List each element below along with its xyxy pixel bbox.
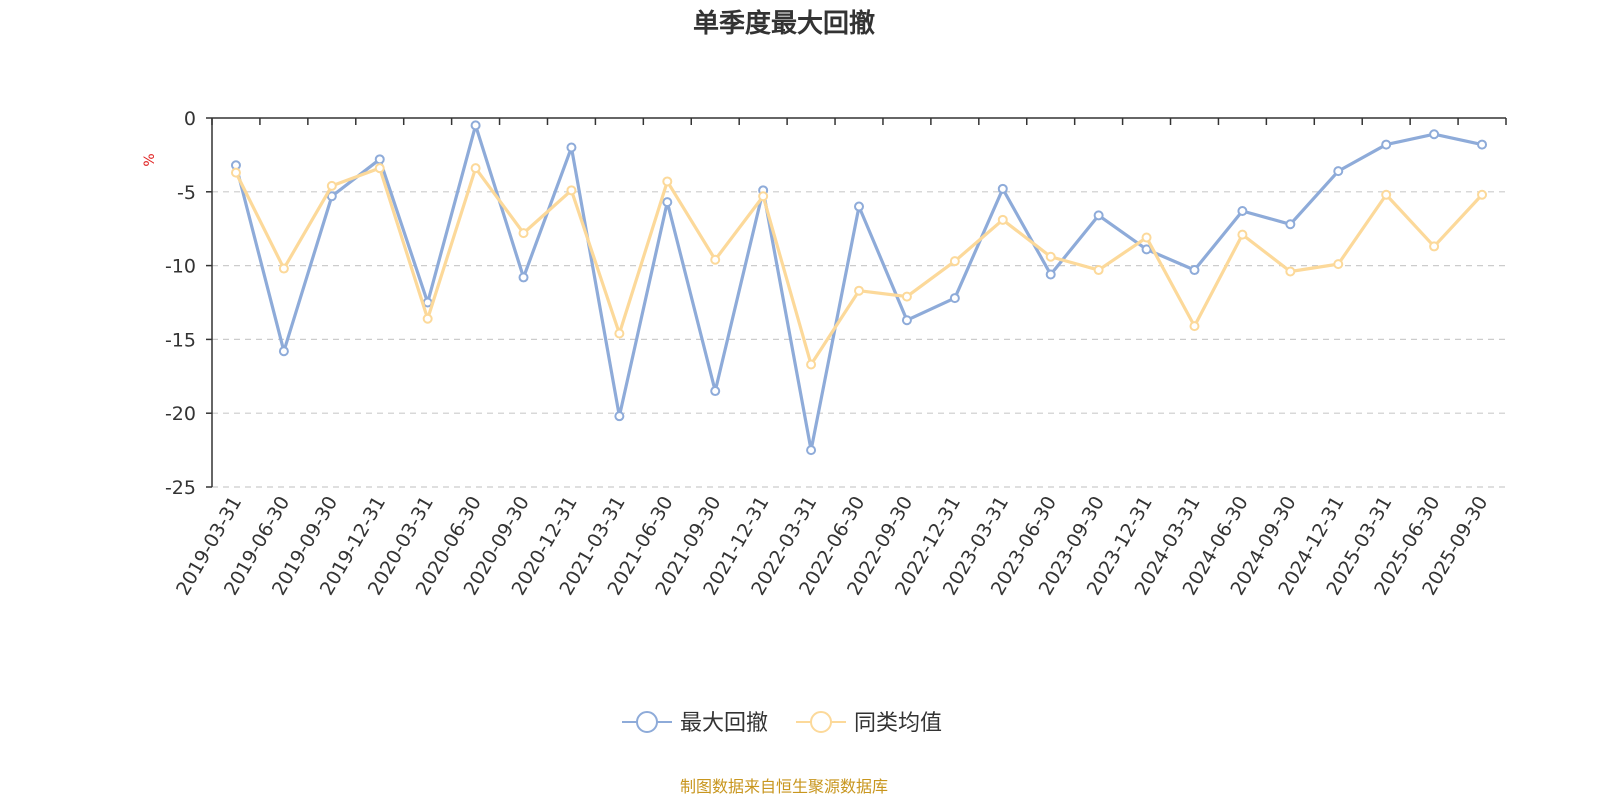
source-note: 制图数据来自恒生聚源数据库 [680,777,888,796]
data-point [1141,244,1152,255]
data-point [1045,269,1056,280]
data-point [1189,321,1200,332]
data-point [278,263,289,274]
data-point [1333,259,1344,270]
data-point [758,191,769,202]
data-point [1237,229,1248,240]
data-point [470,163,481,174]
data-point [1333,166,1344,177]
y-tick-label: -10 [165,256,196,278]
data-point [1381,189,1392,200]
data-point [518,228,529,239]
data-point [278,346,289,357]
data-point [1429,129,1440,140]
legend-label: 同类均值 [854,711,942,736]
data-point [374,154,385,165]
y-tick-label: -5 [177,182,196,204]
data-point [614,328,625,339]
legend-item-0[interactable]: 最大回撤 [622,711,768,736]
data-point [1189,265,1200,276]
data-point [518,272,529,283]
grid-lines [212,191,1506,488]
series-lines [230,120,1488,456]
data-point [1429,241,1440,252]
data-point [1093,210,1104,221]
data-point [854,285,864,296]
y-tick-labels: 0 -5 -10 -15 -20 -25 [165,108,196,499]
data-point [1237,205,1248,216]
data-point [614,411,625,422]
data-point [326,191,337,202]
data-point [422,313,433,324]
data-point [566,185,577,196]
data-point [901,291,912,302]
data-point [901,315,912,326]
data-point [854,201,864,212]
data-point [806,359,817,370]
data-point [949,293,960,304]
data-point [662,176,673,187]
axes [206,117,1507,488]
data-point [1477,139,1488,150]
chart-title: 单季度最大回撤 [693,8,875,39]
legend-item-1[interactable]: 同类均值 [796,711,942,736]
legend-marker [810,711,832,733]
y-tick-label: -25 [165,477,196,499]
series-line-1 [234,166,1484,367]
data-point [710,386,721,397]
data-point [662,197,673,208]
data-point [806,445,817,456]
legend-marker [636,711,658,733]
data-point [1285,219,1296,230]
data-point [230,167,241,178]
y-tick-label: -15 [165,329,196,351]
data-point [1141,232,1152,243]
data-point [1093,265,1104,276]
x-tick-labels: 2019-03-312019-06-302019-09-302019-12-31… [172,492,1492,599]
data-point [1477,189,1488,200]
y-tick-label: -20 [165,403,196,425]
data-point [566,142,577,153]
y-tick-label: 0 [184,108,196,130]
data-point [326,180,337,191]
legend[interactable]: 最大回撤 同类均值 [622,711,942,736]
data-point [1045,251,1056,262]
data-point [470,120,481,131]
legend-label: 最大回撤 [680,711,768,736]
data-point [997,183,1008,194]
data-point [1381,139,1392,150]
data-point [997,214,1008,225]
data-point [949,256,960,267]
y-axis-unit-label: % [142,153,158,166]
data-point [710,254,721,265]
data-point [374,163,385,174]
data-point [1285,266,1296,277]
